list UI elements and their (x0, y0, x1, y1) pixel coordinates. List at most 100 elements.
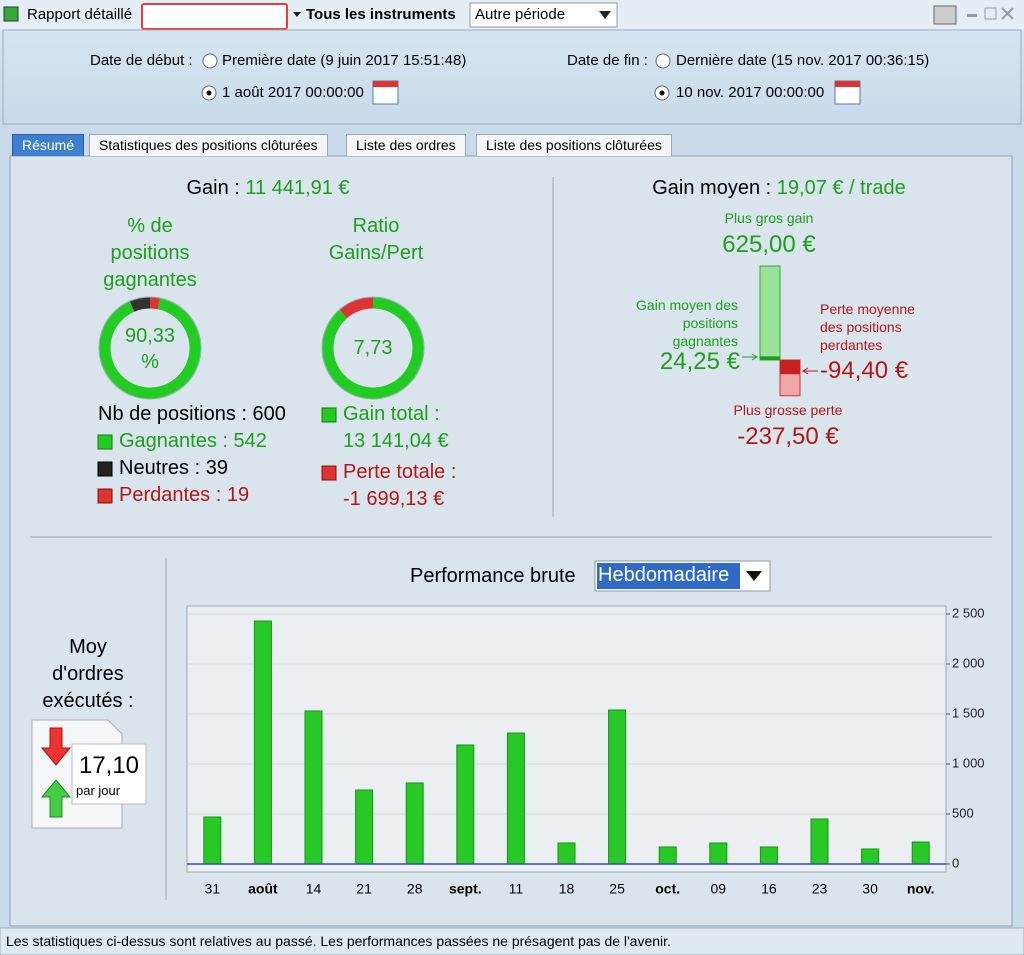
y-tick-label: 1 000 (952, 755, 985, 770)
start-first: Première date (9 juin 2017 15:51:48) (222, 52, 467, 69)
arrow (742, 353, 758, 361)
x-tick-label: nov. (907, 881, 935, 897)
close[interactable] (1001, 7, 1014, 20)
legend-swatch (97, 461, 113, 477)
up-arrow (40, 779, 72, 818)
bar (405, 782, 424, 865)
tab[interactable]: Résumé (12, 134, 85, 156)
period-value: Autre période (475, 6, 566, 23)
gain-row: Gain : 11 441,91 € (186, 177, 349, 200)
x-tick-label: sept. (449, 881, 482, 897)
tab[interactable]: Statistiques des positions clôturées (89, 134, 328, 156)
bar (456, 744, 475, 865)
x-tick-label: 11 (509, 881, 524, 897)
tab[interactable]: Liste des ordres (346, 134, 466, 156)
bar (608, 709, 627, 865)
max-loss-label: Plus grosse perte (733, 402, 843, 418)
footer: Les statistiques ci-dessus sont relative… (6, 933, 671, 949)
gain-value: 11 441,91 € (245, 177, 350, 199)
app-icon (3, 6, 19, 22)
max-gain-bar (759, 265, 781, 361)
bar (658, 846, 677, 865)
avg-loss-bar (780, 360, 800, 375)
orders-unit: par jour (76, 783, 121, 798)
donut-border (98, 296, 202, 400)
x-tick-label: 09 (711, 881, 727, 897)
positions-label: Nb de positions : (98, 403, 247, 425)
minimize[interactable] (967, 14, 977, 17)
tab[interactable]: Liste des positions clôturées (476, 134, 672, 156)
period-select[interactable] (469, 2, 618, 28)
gain-total-label: Gain total : (343, 403, 440, 425)
donut-border (321, 296, 425, 400)
bar (861, 848, 880, 865)
orders-value: 17,10 (78, 752, 140, 779)
donut-segment (322, 297, 424, 399)
bar (911, 841, 930, 865)
x-tick-label: 16 (761, 881, 777, 897)
winning-row: Gagnantes : 542 (119, 430, 267, 453)
y-tick-label: 0 (952, 855, 959, 870)
x-tick-label: août (248, 881, 278, 897)
bar (253, 620, 272, 865)
avg-gain-bar (760, 356, 780, 360)
dropdown-arrow (599, 11, 611, 19)
avg-value: 19,07 € / trade (776, 177, 906, 199)
radio[interactable] (202, 53, 218, 69)
down-arrow (40, 727, 72, 766)
x-tick-label: oct. (655, 881, 680, 897)
ratio-title: Ratio Gains/Pert (328, 215, 424, 264)
radio-dot (659, 90, 665, 96)
chart-title: Performance brute (410, 565, 576, 587)
neutral-row: Neutres : 39 (119, 457, 228, 480)
x-tick-label: 25 (609, 881, 625, 897)
y-tick-label: 2 000 (952, 655, 985, 670)
avg-loss: -94,40 € (820, 357, 909, 384)
avg-gain-label: Gain moyen des positions gagnantes (636, 297, 738, 349)
avg-loss-label: Perte moyenne des positions perdantes (820, 301, 915, 353)
winning-label: Gagnantes : (119, 430, 228, 452)
x-tick-label: 23 (812, 881, 828, 897)
bar (709, 842, 728, 865)
x-tick-label: 31 (205, 881, 221, 897)
end-label: Date de fin : (567, 52, 648, 69)
select-highlight (597, 563, 740, 589)
search-input[interactable] (141, 3, 288, 30)
gain-total: 13 141,04 € (343, 430, 449, 452)
filter-arrow (293, 12, 301, 17)
end-last: Dernière date (15 nov. 2017 00:36:15) (676, 52, 930, 69)
chart-period: Hebdomadaire (598, 564, 730, 586)
y-tick-label: 1 500 (952, 705, 985, 720)
toolbar-title: Rapport détaillé (27, 6, 133, 23)
win-rate: 90,33 % (124, 325, 176, 373)
start-label: Date de début : (90, 52, 193, 69)
arrow (802, 367, 818, 375)
legend-swatch (97, 488, 113, 504)
donut-segment (149, 297, 160, 310)
radio[interactable] (655, 53, 671, 69)
winning-count: 542 (233, 430, 267, 452)
positions-row: Nb de positions : 600 (98, 403, 286, 426)
losing-label: Perdantes : (119, 484, 222, 506)
maximize[interactable] (984, 7, 997, 20)
legend-swatch (321, 465, 337, 481)
donut-segment (339, 297, 374, 319)
neutral-label: Neutres : (119, 457, 201, 479)
print-icon[interactable] (933, 5, 957, 25)
x-tick-label: 30 (862, 881, 878, 897)
legend-swatch (321, 407, 337, 423)
calendar-top (835, 81, 860, 87)
gain-label: Gain : (186, 177, 240, 199)
losing-row: Perdantes : 19 (119, 484, 249, 507)
avg-gain: 24,25 € (659, 348, 740, 375)
max-gain-label: Plus gros gain (724, 210, 814, 226)
y-tick-label: 2 500 (952, 605, 985, 620)
x-tick-label: 28 (407, 881, 423, 897)
end-custom: 10 nov. 2017 00:00:00 (676, 84, 825, 101)
bar (810, 818, 829, 865)
donut-segment (129, 297, 151, 312)
legend-swatch (97, 434, 113, 450)
instrument-filter[interactable]: Tous les instruments (306, 6, 456, 23)
